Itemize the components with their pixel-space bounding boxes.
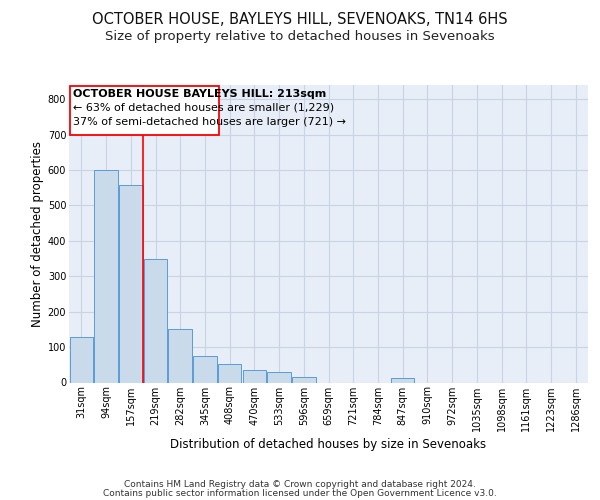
X-axis label: Distribution of detached houses by size in Sevenoaks: Distribution of detached houses by size … (170, 438, 487, 450)
Text: Size of property relative to detached houses in Sevenoaks: Size of property relative to detached ho… (105, 30, 495, 43)
Bar (242, 370, 266, 382)
Text: 37% of semi-detached houses are larger (721) →: 37% of semi-detached houses are larger (… (73, 117, 346, 127)
Bar (193, 356, 217, 382)
Text: OCTOBER HOUSE BAYLEYS HILL: 213sqm: OCTOBER HOUSE BAYLEYS HILL: 213sqm (73, 88, 326, 99)
Bar (169, 330, 192, 382)
Text: Contains public sector information licensed under the Open Government Licence v3: Contains public sector information licen… (103, 490, 497, 498)
Y-axis label: Number of detached properties: Number of detached properties (31, 141, 44, 327)
FancyBboxPatch shape (70, 86, 218, 134)
Bar (94, 170, 118, 382)
Bar (391, 378, 415, 382)
Bar (144, 259, 167, 382)
Text: OCTOBER HOUSE, BAYLEYS HILL, SEVENOAKS, TN14 6HS: OCTOBER HOUSE, BAYLEYS HILL, SEVENOAKS, … (92, 12, 508, 28)
Bar (218, 364, 241, 382)
Bar (292, 377, 316, 382)
Bar (268, 372, 291, 382)
Text: ← 63% of detached houses are smaller (1,229): ← 63% of detached houses are smaller (1,… (73, 102, 334, 113)
Bar (70, 337, 93, 382)
Bar (119, 185, 143, 382)
Text: Contains HM Land Registry data © Crown copyright and database right 2024.: Contains HM Land Registry data © Crown c… (124, 480, 476, 489)
